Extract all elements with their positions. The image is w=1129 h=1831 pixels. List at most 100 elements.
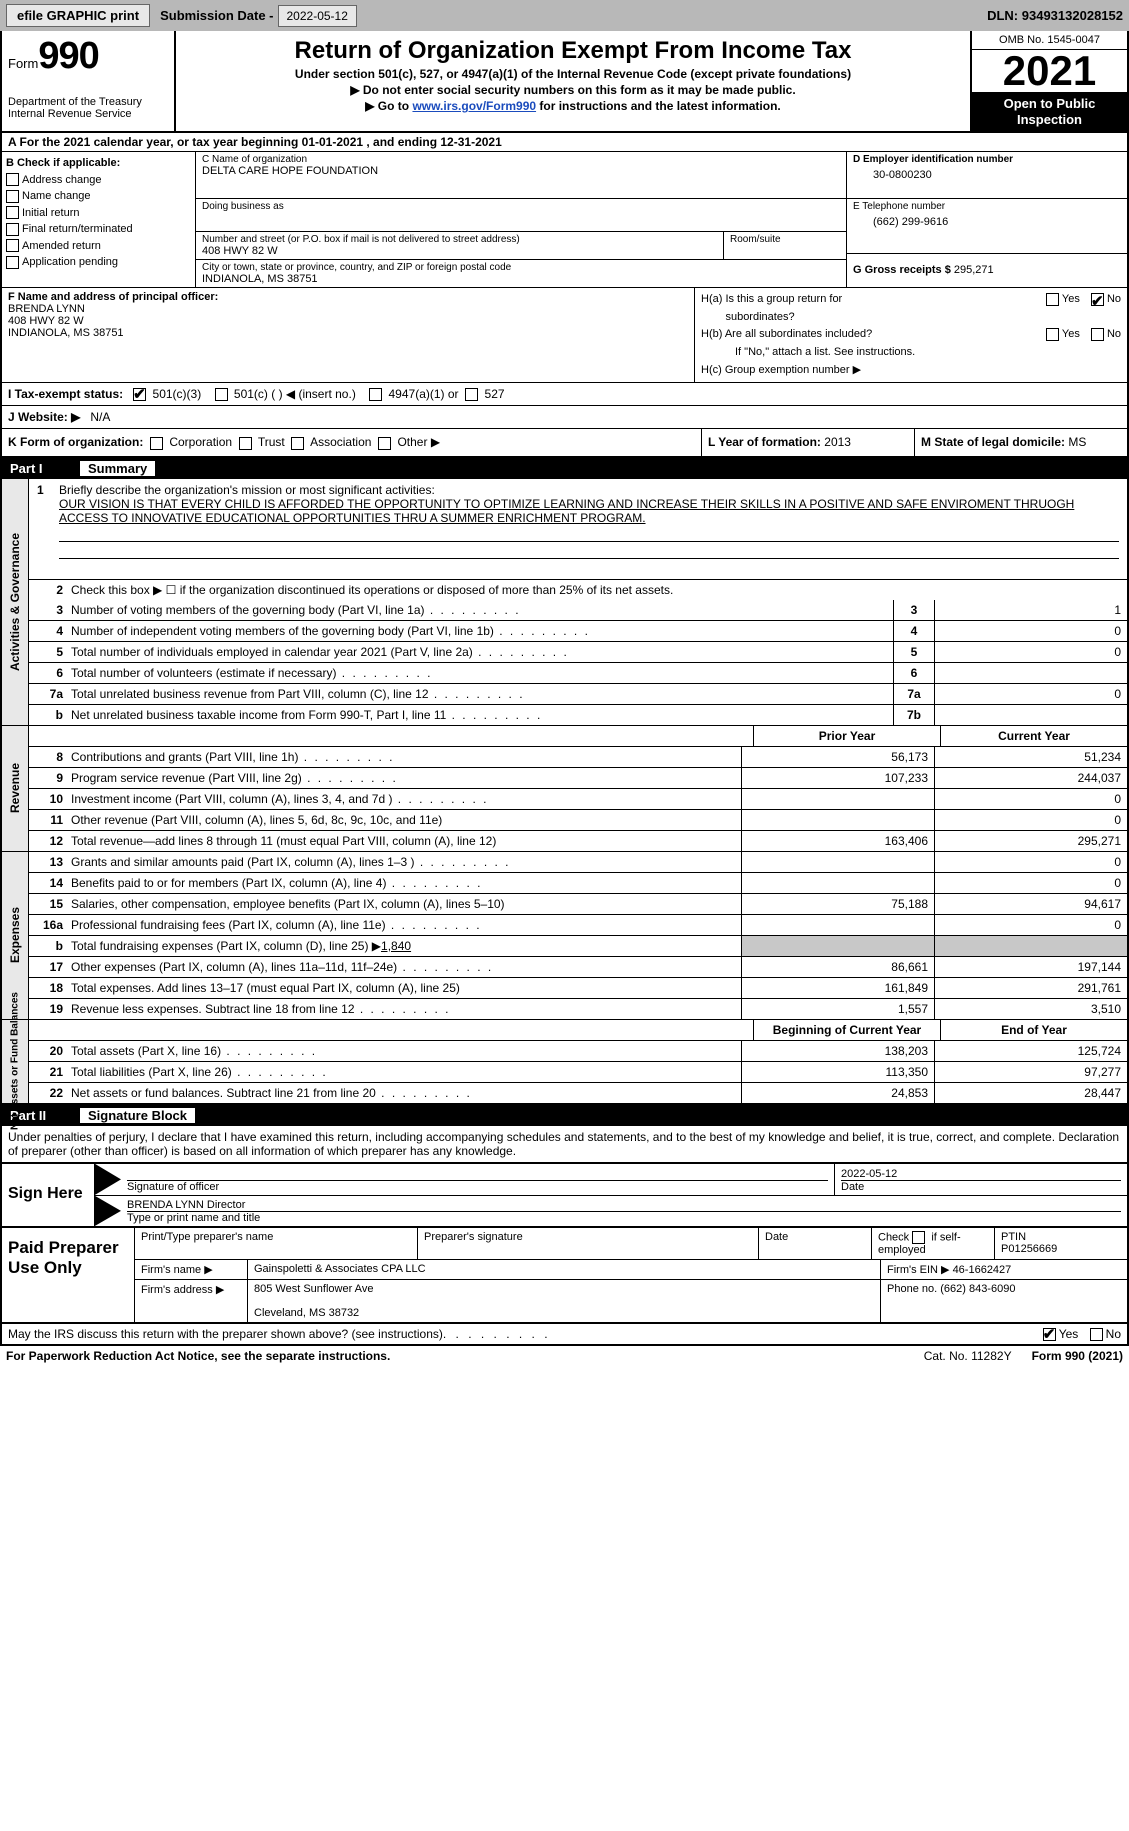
row-fh: F Name and address of principal officer:… — [0, 287, 1129, 382]
irs-link[interactable]: www.irs.gov/Form990 — [412, 99, 536, 113]
checkbox-527[interactable] — [465, 388, 478, 401]
section-i: I Tax-exempt status: 501(c)(3) 501(c) ( … — [2, 383, 1127, 405]
checkbox-ha-yes[interactable] — [1046, 293, 1059, 306]
officer-addr1: 408 HWY 82 W — [8, 315, 84, 327]
line-10: 10Investment income (Part VIII, column (… — [29, 789, 1127, 810]
checkbox-discuss-yes[interactable] — [1043, 1328, 1056, 1341]
signature-arrow-icon — [95, 1164, 121, 1195]
checkbox-ha-no[interactable] — [1091, 293, 1104, 306]
line-17: 17Other expenses (Part IX, column (A), l… — [29, 957, 1127, 978]
preparer-row-1: Print/Type preparer's name Preparer's si… — [135, 1228, 1127, 1260]
firm-addr2: Cleveland, MS 38732 — [254, 1307, 359, 1319]
line-3: 3Number of voting members of the governi… — [29, 600, 1127, 621]
sign-date: 2022-05-12 — [841, 1168, 897, 1180]
part1-activities: Activities & Governance 1 Briefly descri… — [0, 479, 1129, 726]
form-title: Return of Organization Exempt From Incom… — [184, 37, 962, 65]
street-label: Number and street (or P.O. box if mail i… — [202, 234, 717, 245]
city-label: City or town, state or province, country… — [202, 262, 840, 273]
paid-preparer-section: Paid Preparer Use Only Print/Type prepar… — [0, 1228, 1129, 1324]
form-subtitle-1: Under section 501(c), 527, or 4947(a)(1)… — [184, 67, 962, 81]
checkbox-final-return[interactable] — [6, 223, 19, 236]
gross-receipts-label: G Gross receipts $ — [853, 264, 951, 276]
line-19: 19Revenue less expenses. Subtract line 1… — [29, 999, 1127, 1019]
part1-revenue: Revenue Prior Year Current Year 8Contrib… — [0, 726, 1129, 852]
checkbox-hb-no[interactable] — [1091, 328, 1104, 341]
checkbox-assoc[interactable] — [291, 437, 304, 450]
section-c: C Name of organization DELTA CARE HOPE F… — [196, 152, 846, 287]
sign-here-label: Sign Here — [2, 1164, 94, 1226]
checkbox-application-pending[interactable] — [6, 256, 19, 269]
form-ref: Form 990 (2021) — [1032, 1349, 1123, 1363]
bottom-line: For Paperwork Reduction Act Notice, see … — [0, 1344, 1129, 1366]
section-de: D Employer identification number 30-0800… — [846, 152, 1127, 287]
efile-print-button[interactable]: efile GRAPHIC print — [6, 4, 150, 27]
dept-irs: Internal Revenue Service — [8, 108, 168, 120]
form-subtitle-2: ▶ Do not enter social security numbers o… — [184, 83, 962, 97]
line-15: 15Salaries, other compensation, employee… — [29, 894, 1127, 915]
dln: DLN: 93493132028152 — [987, 8, 1123, 23]
section-k: K Form of organization: Corporation Trus… — [2, 429, 701, 455]
ein-value: 30-0800230 — [853, 165, 1121, 181]
header-right: OMB No. 1545-0047 2021 Open to Public In… — [970, 31, 1127, 131]
part2-declaration: Under penalties of perjury, I declare th… — [0, 1126, 1129, 1164]
line-8: 8Contributions and grants (Part VIII, li… — [29, 747, 1127, 768]
phone-value: (662) 299-9616 — [853, 212, 1121, 228]
line-5: 5Total number of individuals employed in… — [29, 642, 1127, 663]
strip-netassets: Net Assets or Fund Balances — [2, 1020, 29, 1103]
checkbox-trust[interactable] — [239, 437, 252, 450]
line-7a: 7aTotal unrelated business revenue from … — [29, 684, 1127, 705]
officer-addr2: INDIANOLA, MS 38751 — [8, 327, 124, 339]
line-11: 11Other revenue (Part VIII, column (A), … — [29, 810, 1127, 831]
checkbox-self-employed[interactable] — [912, 1231, 925, 1244]
open-to-public: Open to Public Inspection — [972, 92, 1127, 131]
street-value: 408 HWY 82 W — [202, 245, 717, 257]
line-14: 14Benefits paid to or for members (Part … — [29, 873, 1127, 894]
paperwork-notice: For Paperwork Reduction Act Notice, see … — [6, 1349, 904, 1363]
checkbox-discuss-no[interactable] — [1090, 1328, 1103, 1341]
form-subtitle-3: ▶ Go to www.irs.gov/Form990 for instruct… — [184, 99, 962, 113]
city-value: INDIANOLA, MS 38751 — [202, 273, 840, 285]
ptin-value: P01256669 — [1001, 1243, 1057, 1255]
checkbox-501c3[interactable] — [133, 388, 146, 401]
org-name-label: C Name of organization — [202, 154, 840, 165]
principal-officer-label: F Name and address of principal officer: — [8, 291, 218, 303]
row-a-calendar-year: A For the 2021 calendar year, or tax yea… — [0, 133, 1129, 152]
section-h: H(a) Is this a group return for subordin… — [694, 288, 1127, 382]
phone-label: E Telephone number — [853, 201, 1121, 212]
dept-treasury: Department of the Treasury — [8, 96, 168, 108]
checkbox-hb-yes[interactable] — [1046, 328, 1059, 341]
revenue-header: Prior Year Current Year — [29, 726, 1127, 747]
header-left: Form990 Department of the Treasury Inter… — [2, 31, 176, 131]
cat-number: Cat. No. 11282Y — [904, 1349, 1032, 1363]
line-12: 12Total revenue—add lines 8 through 11 (… — [29, 831, 1127, 851]
line-21: 21Total liabilities (Part X, line 26) 11… — [29, 1062, 1127, 1083]
line-16b: b Total fundraising expenses (Part IX, c… — [29, 936, 1127, 957]
section-m: M State of legal domicile: MS — [914, 429, 1127, 455]
part1-header: Part I Summary — [0, 458, 1129, 479]
checkbox-other[interactable] — [378, 437, 391, 450]
officer-name: BRENDA LYNN — [8, 303, 85, 315]
checkbox-501c[interactable] — [215, 388, 228, 401]
section-b: B Check if applicable: Address change Na… — [2, 152, 196, 287]
top-bar: efile GRAPHIC print Submission Date - 20… — [0, 0, 1129, 31]
preparer-row-3: Firm's address ▶ 805 West Sunflower Ave … — [135, 1280, 1127, 1322]
signature-arrow-icon-2 — [95, 1196, 121, 1226]
checkbox-amended-return[interactable] — [6, 239, 19, 252]
row-ij: I Tax-exempt status: 501(c)(3) 501(c) ( … — [0, 382, 1129, 429]
section-j: J Website: ▶ N/A — [2, 405, 1127, 428]
checkbox-name-change[interactable] — [6, 190, 19, 203]
officer-printed-name: BRENDA LYNN Director — [127, 1199, 245, 1211]
tax-year: 2021 — [972, 50, 1127, 92]
checkbox-initial-return[interactable] — [6, 206, 19, 219]
netassets-header: Beginning of Current Year End of Year — [29, 1020, 1127, 1041]
checkbox-corp[interactable] — [150, 437, 163, 450]
dba-label: Doing business as — [202, 201, 840, 212]
line-6: 6Total number of volunteers (estimate if… — [29, 663, 1127, 684]
checkbox-4947[interactable] — [369, 388, 382, 401]
firm-phone: (662) 843-6090 — [940, 1283, 1015, 1295]
line-4: 4Number of independent voting members of… — [29, 621, 1127, 642]
line-20: 20Total assets (Part X, line 16) 138,203… — [29, 1041, 1127, 1062]
submission-date-label: Submission Date - — [160, 8, 273, 23]
checkbox-address-change[interactable] — [6, 173, 19, 186]
room-label: Room/suite — [730, 234, 840, 245]
